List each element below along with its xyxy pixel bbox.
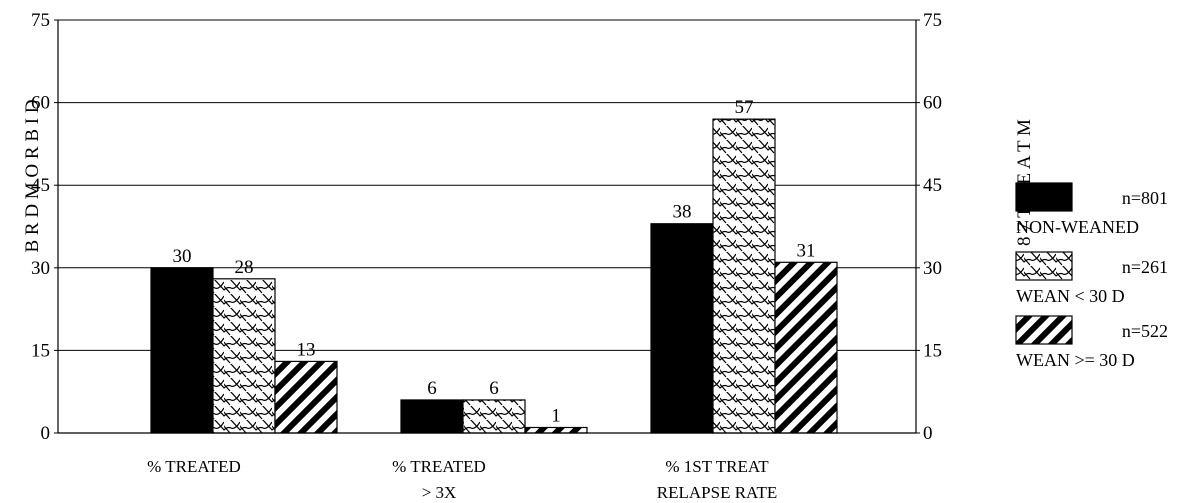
data-label: 57 (735, 97, 754, 118)
bar (150, 267, 214, 434)
y-tick-label-right: 60 (923, 93, 942, 114)
left-axis-label: B R D M O R B I D (22, 99, 43, 252)
y-tick-label-left: 75 (31, 10, 50, 31)
legend-label: WEAN < 30 D (1016, 286, 1125, 306)
data-label: 1 (551, 405, 561, 426)
y-tick-label-left: 60 (31, 93, 50, 114)
y-tick-label-right: 0 (923, 423, 933, 444)
y-tick-label-right: 45 (923, 175, 942, 196)
data-label: 28 (235, 257, 254, 278)
legend-count: n=801 (1122, 188, 1168, 208)
y-tick-label-left: 15 (31, 340, 50, 361)
bar (524, 426, 588, 434)
axes (54, 19, 920, 434)
bar (712, 118, 776, 434)
legend-label: NON-WEANED (1016, 217, 1139, 237)
y-tick-label-right: 15 (923, 340, 942, 361)
data-label: 31 (797, 240, 816, 261)
legend-label: WEAN >= 30 D (1016, 350, 1135, 370)
category-label: % 1ST TREAT (665, 457, 769, 476)
y-tick-label-right: 30 (923, 258, 942, 279)
bar (650, 223, 714, 434)
y-tick-label-left: 45 (31, 175, 50, 196)
category-label: RELAPSE RATE (657, 483, 777, 502)
legend-swatch (1015, 182, 1073, 212)
category-label: % TREATED (392, 457, 486, 476)
legend-count: n=261 (1122, 257, 1168, 277)
data-label: 6 (489, 378, 499, 399)
bars (150, 118, 838, 434)
category-label: > 3X (422, 483, 457, 502)
bar (212, 278, 276, 434)
labels: 0 0 15 15 30 30 45 45 60 60 75 75 30 28 13 % TREATED 6 6 1… (22, 10, 1035, 502)
legend-swatch (1015, 315, 1073, 345)
y-tick-label-left: 0 (41, 423, 51, 444)
data-label: 13 (297, 339, 316, 360)
bar (274, 360, 338, 434)
bar (400, 399, 464, 434)
data-label: 6 (427, 378, 437, 399)
y-tick-label-right: 75 (923, 10, 942, 31)
bar (462, 399, 526, 434)
bar (774, 261, 838, 434)
y-tick-label-left: 30 (31, 258, 50, 279)
legend-swatch (1015, 251, 1073, 281)
data-label: 38 (673, 202, 692, 223)
data-label: 30 (173, 246, 192, 267)
legend: n=801 NON-WEANED n=261 WEAN < 30 D n=522 WEAN… (1015, 182, 1168, 370)
legend-count: n=522 (1122, 321, 1168, 341)
category-label: % TREATED (147, 457, 241, 476)
